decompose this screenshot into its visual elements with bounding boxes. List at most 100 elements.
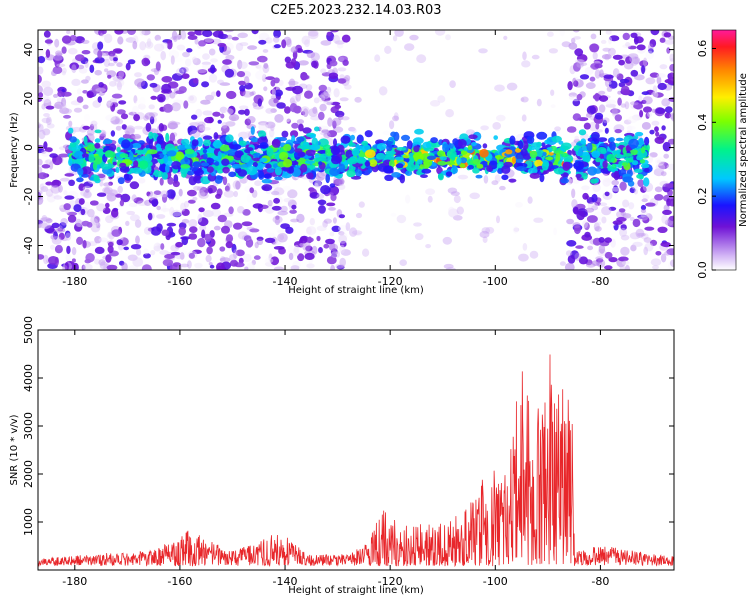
- heatmap-cell: [76, 88, 82, 95]
- heatmap-cell: [458, 139, 467, 148]
- heatmap-cell: [293, 244, 300, 254]
- heatmap-cell: [625, 56, 633, 64]
- heatmap-cell: [607, 36, 613, 45]
- heatmap-cell: [38, 37, 44, 42]
- heatmap-cell: [378, 86, 388, 96]
- heatmap-cell: [96, 192, 107, 197]
- heatmap-cell: [133, 114, 141, 122]
- heatmap-cell: [354, 96, 362, 103]
- heatmap-cell: [634, 193, 641, 200]
- heatmap-cell: [228, 105, 236, 115]
- heatmap-cell: [290, 130, 299, 138]
- heatmap-cell: [229, 254, 237, 261]
- heatmap-cell: [661, 125, 666, 131]
- spectrogram-y-tick-label: 20: [22, 92, 35, 106]
- heatmap-cell: [139, 96, 146, 106]
- heatmap-cell: [216, 262, 225, 270]
- heatmap-cell: [284, 56, 292, 64]
- heatmap-cell: [170, 35, 181, 41]
- heatmap-cell: [213, 139, 222, 149]
- heatmap-cell: [289, 209, 297, 214]
- heatmap-cell: [330, 264, 335, 270]
- heatmap-cell: [568, 42, 578, 50]
- heatmap-cell: [288, 166, 294, 174]
- heatmap-cell: [94, 57, 105, 64]
- heatmap-cell: [198, 125, 207, 132]
- heatmap-cell: [279, 151, 289, 161]
- heatmap-cell: [173, 35, 178, 43]
- heatmap-cell: [161, 229, 170, 236]
- heatmap-cell: [148, 104, 155, 110]
- heatmap-cell: [133, 197, 144, 204]
- heatmap-cell: [349, 227, 358, 237]
- heatmap-cell: [86, 91, 94, 99]
- heatmap-cell: [304, 90, 313, 99]
- heatmap-cell: [167, 122, 179, 130]
- heatmap-cell: [194, 38, 199, 45]
- heatmap-cell: [483, 175, 489, 184]
- heatmap-cell: [656, 73, 666, 78]
- heatmap-cell: [209, 73, 218, 83]
- heatmap-cell: [116, 146, 121, 153]
- heatmap-cell: [620, 246, 630, 256]
- heatmap-cell: [228, 143, 234, 149]
- spectrogram-heatmap: [38, 30, 674, 270]
- heatmap-cell: [106, 100, 113, 109]
- heatmap-cell: [174, 195, 180, 201]
- heatmap-cell: [264, 257, 274, 264]
- heatmap-cell: [81, 79, 89, 84]
- heatmap-cell: [582, 192, 589, 200]
- heatmap-cell: [664, 251, 670, 256]
- heatmap-cell: [41, 96, 52, 103]
- heatmap-cell: [38, 192, 42, 200]
- heatmap-cell: [610, 108, 621, 114]
- heatmap-cell: [87, 208, 95, 218]
- heatmap-cell: [38, 148, 45, 154]
- heatmap-cell: [622, 90, 631, 96]
- heatmap-cell: [318, 125, 329, 131]
- heatmap-cell: [579, 74, 590, 80]
- heatmap-cell: [337, 67, 347, 72]
- heatmap-cell: [318, 205, 326, 214]
- heatmap-cell: [246, 165, 258, 176]
- heatmap-cell: [241, 234, 252, 241]
- heatmap-cell: [267, 199, 273, 207]
- heatmap-cell: [246, 147, 254, 152]
- heatmap-cell: [201, 63, 211, 70]
- heatmap-cell: [273, 266, 285, 270]
- heatmap-cell: [107, 241, 114, 247]
- heatmap-cell: [83, 135, 88, 145]
- snr-y-tick-label: 5000: [22, 316, 35, 344]
- heatmap-cell: [45, 218, 53, 224]
- heatmap-cell: [306, 226, 312, 235]
- heatmap-cell: [342, 59, 349, 66]
- heatmap-cell: [306, 172, 314, 180]
- heatmap-cell: [135, 100, 142, 107]
- heatmap-cell: [561, 41, 571, 48]
- heatmap-cell: [615, 154, 626, 159]
- heatmap-cell: [553, 150, 564, 155]
- heatmap-cell: [38, 194, 44, 201]
- heatmap-cell: [601, 54, 612, 60]
- heatmap-cell: [572, 98, 581, 107]
- heatmap-cell: [450, 191, 460, 196]
- colorbar-tick-label: 0.2: [696, 187, 709, 205]
- heatmap-cell: [582, 172, 588, 180]
- heatmap-cell: [624, 265, 630, 270]
- heatmap-cell: [352, 128, 357, 134]
- heatmap-cell: [127, 265, 139, 270]
- heatmap-cell: [548, 48, 559, 54]
- heatmap-cell: [330, 101, 341, 106]
- heatmap-cell: [445, 34, 451, 41]
- heatmap-cell: [171, 73, 183, 81]
- heatmap-cell: [196, 186, 206, 192]
- heatmap-cell: [71, 64, 77, 74]
- heatmap-cell: [669, 112, 674, 120]
- heatmap-cell: [416, 54, 427, 64]
- heatmap-cell: [304, 160, 316, 165]
- heatmap-cell: [94, 216, 100, 224]
- spectrogram-x-tick-label: -120: [378, 275, 403, 288]
- heatmap-cell: [197, 121, 206, 129]
- heatmap-cell: [413, 222, 422, 227]
- heatmap-cell: [364, 161, 371, 167]
